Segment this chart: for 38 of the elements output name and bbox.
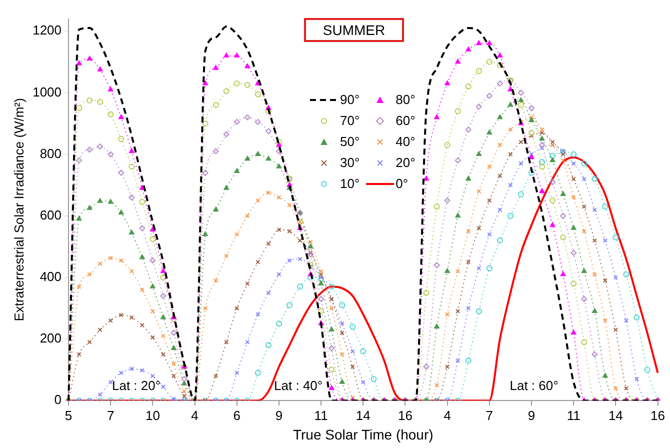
x-tick-label: 9 bbox=[275, 408, 283, 423]
x-tick-label: 11 bbox=[314, 408, 328, 423]
x-tick-label: 14 bbox=[356, 408, 370, 423]
x-tick-label: 16 bbox=[398, 408, 412, 423]
x-tick-label: 9 bbox=[528, 408, 536, 423]
legend-label: 50° bbox=[340, 134, 360, 149]
y-axis-title: Extraterrestrial Solar Irradiance (W/m²) bbox=[11, 98, 26, 322]
y-tick-label: 600 bbox=[40, 207, 62, 222]
legend-label: 20° bbox=[396, 155, 416, 170]
x-tick-label: 14 bbox=[608, 408, 623, 423]
legend-label: 40° bbox=[396, 134, 416, 149]
annotation: Lat : 40° bbox=[274, 378, 323, 394]
legend-label: 10° bbox=[340, 176, 360, 191]
x-tick-label: 7 bbox=[106, 408, 114, 423]
legend-label: 30° bbox=[340, 155, 360, 170]
y-tick-label: 0 bbox=[54, 392, 62, 408]
x-tick-label: 4 bbox=[444, 408, 451, 423]
annotation: Lat : 20° bbox=[112, 378, 161, 394]
chart-title: SUMMER bbox=[304, 18, 404, 42]
annotation: Lat : 60° bbox=[510, 378, 558, 394]
legend-label: 60° bbox=[396, 113, 416, 128]
y-tick-label: 400 bbox=[40, 269, 62, 284]
legend-label: 0° bbox=[396, 176, 408, 191]
x-tick-label: 4 bbox=[191, 408, 198, 423]
x-tick-label: 5 bbox=[64, 408, 72, 423]
legend-label: 70° bbox=[340, 113, 360, 128]
x-tick-label: 6 bbox=[233, 408, 240, 423]
x-tick-label: 16 bbox=[650, 408, 666, 423]
x-tick-label: 7 bbox=[486, 408, 494, 423]
legend-label: 80° bbox=[396, 92, 416, 107]
legend-label: 90° bbox=[340, 92, 360, 107]
y-tick-label: 200 bbox=[40, 330, 62, 346]
x-tick-label: 10 bbox=[145, 408, 160, 423]
y-tick-label: 800 bbox=[40, 146, 62, 161]
y-tick-label: 1200 bbox=[32, 22, 62, 38]
y-tick-label: 1000 bbox=[32, 84, 62, 100]
x-tick-label: 11 bbox=[566, 408, 580, 423]
x-axis-title: True Solar Time (hour) bbox=[292, 426, 434, 442]
